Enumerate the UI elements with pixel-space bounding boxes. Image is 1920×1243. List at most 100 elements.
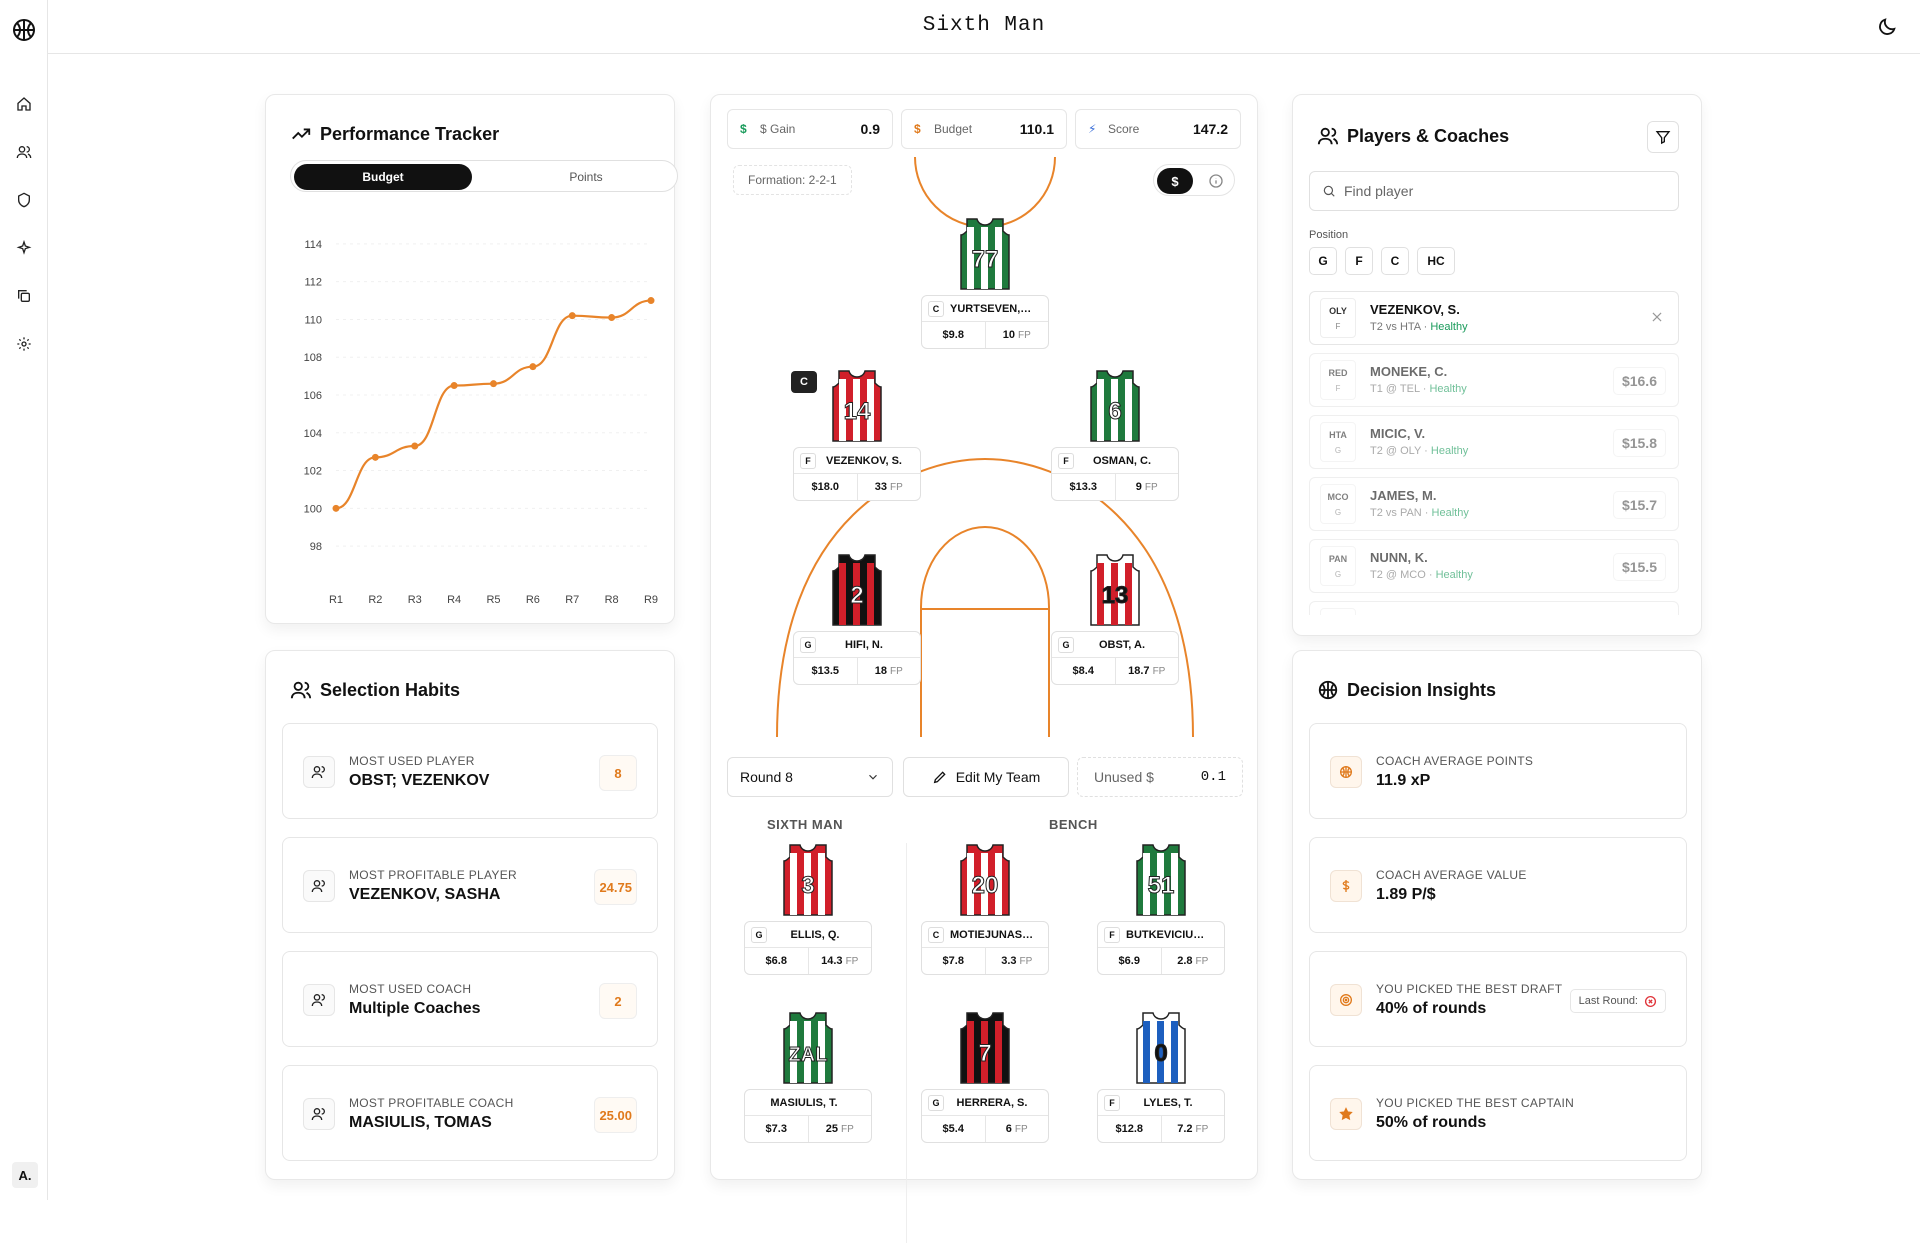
unused-label: Unused $ [1094,769,1154,785]
player-card[interactable]: 51 F BUTKEVICIUS,... $6.9 2.8 FP [1097,843,1225,975]
jersey-number: 0 [1154,1040,1167,1067]
team-badge: MCO G [1320,484,1356,524]
player-card[interactable]: 20 C MOTIEJUNAS, ... $7.8 3.3 FP [921,843,1049,975]
player-points: 2.8 FP [1160,948,1225,974]
tab-points[interactable]: Points [569,170,603,184]
habit-badge: 2 [599,983,637,1019]
data-point[interactable] [371,453,379,461]
data-point[interactable] [647,297,655,305]
copy-icon[interactable] [14,286,34,306]
jersey-icon: 3 [783,844,833,916]
habit-value: Multiple Coaches [349,1000,481,1017]
player-card[interactable]: 6 F OSMAN, C. $13.3 9 FP [1051,369,1179,501]
home-icon[interactable] [14,94,34,114]
player-name: NUNN, K. [1370,550,1428,565]
insight-label: COACH AVERAGE VALUE [1376,868,1527,882]
points-value: 9 [1135,481,1142,493]
basketball-logo-icon[interactable] [12,18,36,42]
player-list-item[interactable]: PAN G NUNN, K. T2 @ MCO · Healthy $15.5 [1309,539,1679,593]
player-list-item[interactable]: OLY F VEZENKOV, S. T2 vs HTA · Healthy [1309,291,1679,345]
x-tick-label: R7 [565,594,579,605]
player-list-item[interactable]: ZAL FRANCISCO, S. [1309,601,1679,615]
player-info: F VEZENKOV, S. $18.0 33 FP [793,447,921,501]
moon-icon[interactable] [1876,16,1898,38]
player-stats: $7.8 3.3 FP [922,948,1048,974]
round-select[interactable]: Round 8 [727,757,893,797]
user-avatar[interactable]: A. [12,1162,38,1188]
data-point[interactable] [411,442,419,450]
team-code: RED [1328,367,1348,378]
view-toggle[interactable]: $ [1153,164,1235,196]
player-stats: $18.0 33 FP [794,474,920,500]
tab-budget[interactable]: Budget [294,164,472,190]
position-label: Position [1309,229,1349,241]
filter-button[interactable] [1647,121,1679,153]
player-card[interactable]: 2 G HIFI, N. $13.5 18 FP [793,553,921,685]
trending-up-icon [292,128,311,140]
stat-label: Score [1108,122,1140,136]
player-card[interactable]: 3 G ELLIS, Q. $6.8 14.3 FP [744,843,872,975]
player-points: 3.3 FP [984,948,1049,974]
player-points: 9 FP [1114,474,1179,500]
close-icon[interactable] [1650,310,1664,324]
info-icon[interactable] [1208,173,1224,189]
data-point[interactable] [529,363,537,371]
player-header: F LYLES, T. [1098,1090,1224,1116]
player-header: G OBST, A. [1052,632,1178,658]
jersey-icon: 14 [832,370,882,442]
basketball-icon [1330,756,1362,788]
sparkles-icon[interactable] [14,238,34,258]
points-value: 6 [1005,1123,1012,1135]
jersey-icon: 6 [1090,370,1140,442]
edit-team-button[interactable]: Edit My Team [903,757,1069,797]
player-list-item[interactable]: MCO G JAMES, M. T2 vs PAN · Healthy $15.7 [1309,477,1679,531]
player-card[interactable]: 14 F VEZENKOV, S. $18.0 33 FP [793,369,921,501]
player-list-item[interactable]: HTA G MICIC, V. T2 @ OLY · Healthy $15.8 [1309,415,1679,469]
habit-label: MOST PROFITABLE PLAYER [349,868,517,882]
jersey-icon: ZAL [783,1012,833,1084]
player-price: $15.8 [1612,429,1666,457]
data-point[interactable] [450,382,458,390]
position-badge: G [1058,636,1074,653]
player-card[interactable]: 0 F LYLES, T. $12.8 7.2 FP [1097,1011,1225,1143]
player-card[interactable]: 77 C YURTSEVEN, O. $9.8 10 FP [921,217,1049,349]
position-filter-hc[interactable]: HC [1417,247,1455,275]
dollar-toggle[interactable]: $ [1157,168,1193,194]
data-point[interactable] [332,504,340,512]
habit-label: MOST PROFITABLE COACH [349,1096,514,1110]
player-list-item[interactable]: RED F MONEKE, C. T1 @ TEL · Healthy $16.6 [1309,353,1679,407]
insights-title-text: Decision Insights [1347,679,1497,700]
team-code: PAN [1328,553,1348,564]
data-point[interactable] [490,380,497,388]
users-icon[interactable] [14,142,34,162]
points-unit: FP [840,1123,854,1135]
insight-row: COACH AVERAGE VALUE 1.89 P/$ [1309,837,1687,933]
jersey-number: 51 [1148,872,1175,899]
last-round-indicator: Last Round: [1569,989,1666,1013]
insight-label: COACH AVERAGE POINTS [1376,754,1534,768]
position-badge: F [1104,926,1120,943]
player-price: $7.8 [942,955,964,967]
jersey-icon: 77 [960,218,1010,290]
points-value: 14.3 [821,955,843,967]
matchup-text: T2 @ MCO · [1370,569,1436,581]
jersey-number: 13 [1102,582,1129,609]
jersey-number: 6 [1108,398,1121,425]
position-filter-f[interactable]: F [1345,247,1373,275]
points-unit: FP [1152,665,1166,677]
search-input[interactable]: Find player [1309,171,1679,211]
settings-icon[interactable] [14,334,34,354]
player-info: MASIULIS, T. $7.3 25 FP [744,1089,872,1143]
player-list[interactable]: OLY F VEZENKOV, S. T2 vs HTA · Healthy RED F M… [1309,291,1681,615]
shield-icon[interactable] [14,190,34,210]
position-filter-g[interactable]: G [1309,247,1337,275]
habits-title: Selection Habits [290,679,460,701]
captain-badge: C [791,371,817,393]
position-filter-c[interactable]: C [1381,247,1409,275]
data-point[interactable] [608,314,616,322]
position-badge: G [800,636,816,653]
player-card[interactable]: 7 G HERRERA, S. $5.4 6 FP [921,1011,1049,1143]
data-point[interactable] [568,312,576,320]
player-card[interactable]: 13 G OBST, A. $8.4 18.7 FP [1051,553,1179,685]
player-card[interactable]: ZAL MASIULIS, T. $7.3 25 FP [744,1011,872,1143]
